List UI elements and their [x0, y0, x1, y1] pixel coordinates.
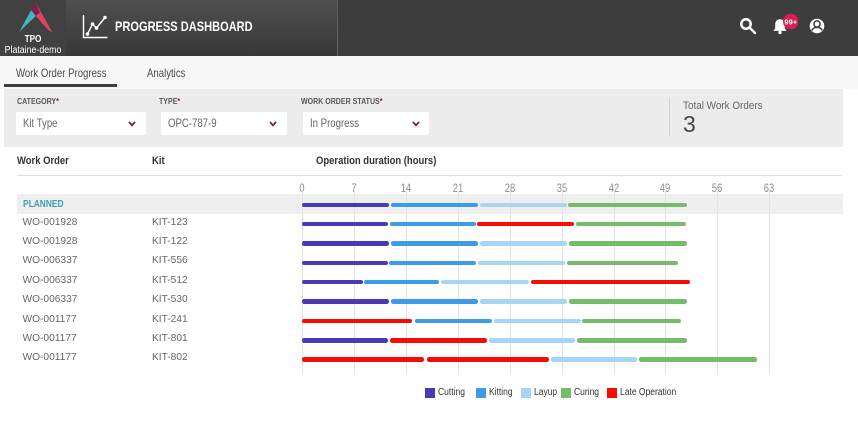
svg-text:99+: 99+: [784, 17, 797, 26]
